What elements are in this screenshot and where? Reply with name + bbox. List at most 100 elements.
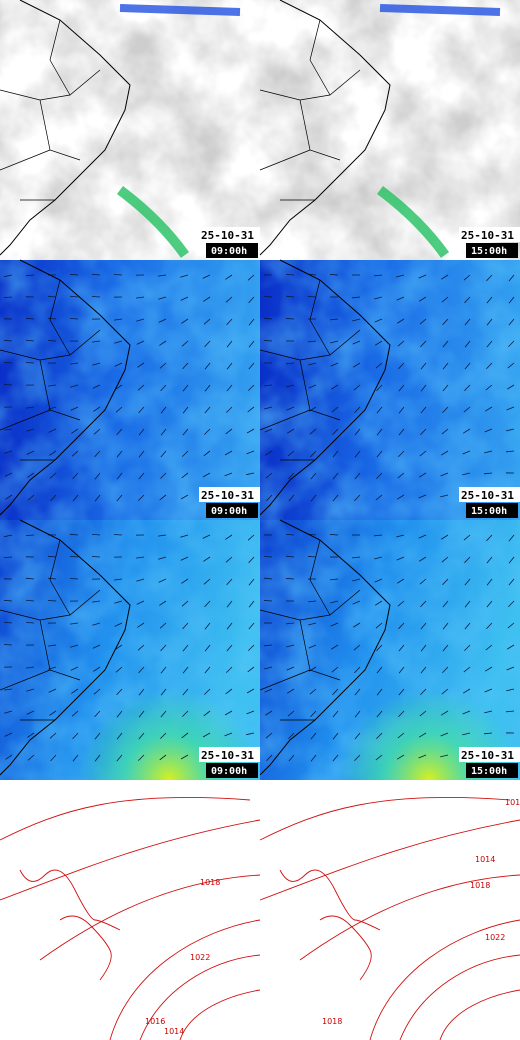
- wind-arrow: [442, 318, 449, 326]
- wind-arrow: [376, 384, 383, 392]
- wind-arrow: [442, 600, 449, 608]
- isobar-label: 1014: [164, 1027, 184, 1036]
- wind-arrow: [310, 472, 317, 480]
- wind-arrow: [486, 556, 493, 564]
- wind-arrow: [26, 406, 35, 409]
- coastline: [259, 259, 391, 516]
- wind-arrow: [354, 754, 361, 762]
- isobar: [259, 819, 520, 901]
- wind-arrow: [203, 556, 211, 562]
- wind-arrow: [246, 710, 255, 715]
- wind-arrow: [354, 494, 361, 502]
- wind-arrow: [354, 732, 361, 740]
- wind-arrow: [353, 644, 361, 651]
- wind-arrow: [158, 534, 167, 537]
- wind-arrow: [442, 406, 449, 414]
- wind-arrow: [308, 644, 317, 649]
- wind-arrow: [486, 340, 493, 348]
- wind-arrow: [418, 732, 427, 738]
- wind-arrow: [332, 688, 339, 696]
- wind-arrow: [286, 644, 295, 648]
- wind-arrow: [204, 406, 211, 414]
- wind-arrow: [92, 362, 101, 366]
- wind-arrow: [508, 318, 515, 326]
- wind-arrow: [374, 556, 383, 560]
- wind-arrow: [69, 318, 79, 320]
- wind-arrow: [464, 556, 471, 564]
- panel-background: [0, 780, 520, 1040]
- wind-arrow: [26, 688, 35, 692]
- wind-arrow: [464, 362, 471, 370]
- wind-arrow: [204, 428, 211, 435]
- isobar: [319, 915, 372, 981]
- wind-arrow: [182, 622, 189, 630]
- wind-arrow: [484, 428, 493, 433]
- wind-arrow: [115, 384, 123, 390]
- wind-arrow: [463, 666, 471, 673]
- wind-arrow: [329, 534, 339, 536]
- wind-arrow: [264, 666, 273, 670]
- wind-arrow: [376, 472, 383, 480]
- date-label: 25-10-31: [201, 489, 254, 502]
- wind-texture: [260, 260, 520, 520]
- wind-arrow: [114, 362, 123, 367]
- wind-arrow: [72, 732, 79, 740]
- wind-arrow: [286, 384, 295, 388]
- wind-arrow: [353, 362, 361, 368]
- wind-arrow: [398, 622, 405, 630]
- wind-arrow: [69, 578, 79, 580]
- wind-arrow: [484, 688, 493, 693]
- wind-arrow: [441, 274, 449, 280]
- wind-arrow: [48, 644, 57, 647]
- wind-arrow: [25, 274, 35, 277]
- time-label: 09:00h: [211, 506, 247, 517]
- wind-arrow: [47, 555, 57, 558]
- wind-arrow: [309, 688, 317, 695]
- wind-arrow: [506, 428, 515, 432]
- wind-arrow: [159, 622, 167, 629]
- wind-arrow: [486, 296, 493, 304]
- borders: [259, 19, 361, 201]
- wind-arrow: [160, 688, 167, 696]
- wind-arrow: [70, 666, 79, 671]
- wind-arrow: [92, 622, 101, 626]
- wind-arrow: [265, 450, 273, 456]
- wind-arrow: [247, 406, 255, 413]
- map-panel: [0, 0, 260, 260]
- wind-arrow: [352, 600, 361, 605]
- cloud-layer: [0, 0, 260, 260]
- wind-arrow: [508, 578, 515, 586]
- wind-arrow: [204, 384, 211, 392]
- wind-arrow: [287, 450, 295, 457]
- wind-arrow: [486, 600, 493, 608]
- wind-arrow: [4, 274, 13, 278]
- wind-arrow: [484, 406, 493, 412]
- wind-arrow: [420, 340, 427, 348]
- wind-arrow: [286, 555, 295, 558]
- wind-arrow: [308, 362, 317, 366]
- wind-arrow: [398, 644, 405, 652]
- wind-arrow: [441, 534, 449, 540]
- isobar-label: 1018: [470, 881, 490, 890]
- wind-arrow: [264, 406, 273, 410]
- isobar: [259, 796, 511, 841]
- wind-arrow: [286, 406, 295, 411]
- wind-arrow: [93, 428, 101, 435]
- wind-arrow: [47, 295, 57, 298]
- wind-arrow: [462, 472, 471, 476]
- wind-arrow: [50, 494, 57, 502]
- wind-arrow: [464, 600, 471, 608]
- isobar-label: 1018: [322, 1017, 342, 1026]
- wind-arrow: [463, 406, 471, 413]
- wind-arrow: [226, 622, 233, 630]
- wind-arrow: [376, 688, 383, 696]
- wind-arrow: [203, 318, 211, 325]
- wind-arrow: [354, 428, 361, 436]
- wind-arrow: [4, 472, 13, 477]
- wind-arrow: [418, 534, 427, 539]
- wind-arrow: [49, 450, 57, 456]
- wind-arrow: [182, 384, 189, 392]
- wind-arrow: [308, 340, 317, 343]
- wind-arrow: [419, 318, 427, 325]
